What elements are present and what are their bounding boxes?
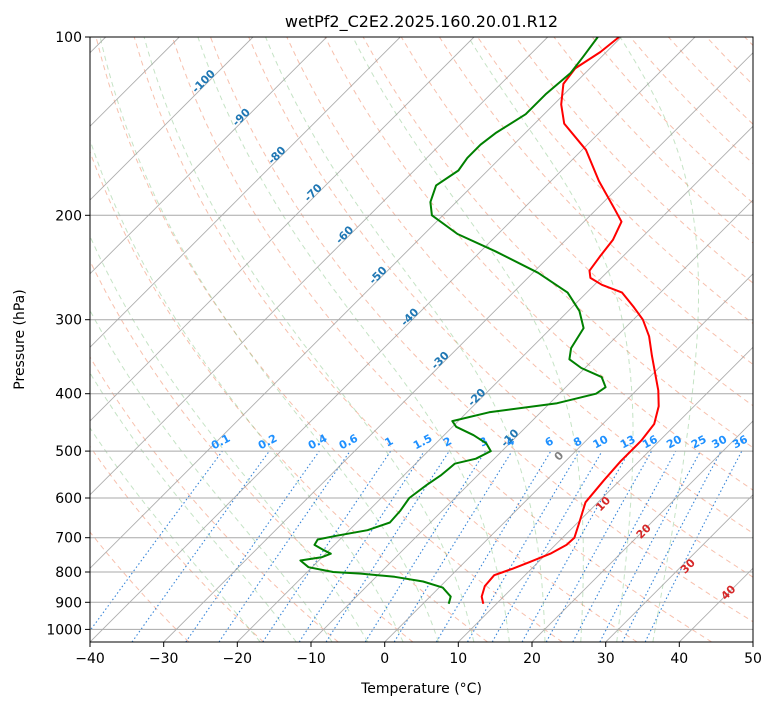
dry-adiabat-line: [248, 37, 753, 578]
dry-adiabat-line: [210, 37, 753, 623]
moist-adiabat-line: [90, 235, 369, 642]
dry-adiabat-line: [400, 37, 753, 407]
isotherm-line: [531, 420, 753, 642]
mixing-ratio-label: 20: [664, 433, 684, 452]
mixing-ratio-line: [90, 450, 223, 632]
dry-adiabat-line: [171, 37, 712, 642]
mixing-ratio-line: [131, 450, 270, 642]
dry-adiabat-line: [90, 150, 488, 642]
dry-adiabat-line: [515, 37, 753, 284]
isotherm-line: [90, 37, 328, 275]
x-tick-label: 40: [670, 651, 688, 667]
isotherm-line: [90, 37, 254, 201]
x-tick-label: −40: [75, 651, 105, 667]
mixing-ratio-line: [572, 450, 677, 642]
moist-adiabat-line: [265, 37, 546, 642]
y-tick-label: 900: [55, 595, 82, 611]
plot-area: 0.1 0.2 0.4 0.6 1 1.5 2 3 4 6 8 10 13 16 20 25 30 36-100-…: [90, 37, 753, 642]
moist-adiabat-line: [619, 37, 699, 642]
mixing-ratio-line: [325, 450, 450, 642]
x-tick-label: 20: [523, 651, 541, 667]
mixing-ratio-line: [298, 450, 425, 642]
y-tick-label: 300: [55, 313, 82, 329]
moist-adiabat-line: [99, 37, 439, 642]
mixing-ratio-label: 25: [689, 433, 709, 452]
chart-title: wetPf2_C2E2.2025.160.20.01.R12: [285, 12, 558, 32]
x-tick-label: 50: [744, 651, 762, 667]
mixing-ratio-lines: [90, 450, 743, 642]
isobars: [90, 37, 753, 630]
y-tick-label: 700: [55, 531, 82, 547]
moist-adiabat-line: [352, 37, 584, 642]
dry-adiabat-line: [90, 531, 190, 642]
mixing-ratio-line: [262, 450, 392, 642]
mixing-ratio-line: [393, 450, 513, 642]
dry-adiabat-line: [438, 37, 753, 366]
x-tick-label: 0: [380, 651, 389, 667]
isotherm-line: [605, 494, 753, 642]
isotherm-line: [163, 52, 753, 642]
y-tick-label: 400: [55, 387, 82, 403]
moist-adiabat-line: [143, 37, 475, 642]
y-axis-ticks: 100 200 300 400 500 600 700 800 900 1000: [46, 30, 90, 638]
isotherm-line: [90, 37, 696, 642]
isotherms: [90, 37, 753, 642]
dry-adiabat-line: [90, 356, 339, 642]
mixing-ratio-label: 10: [591, 433, 611, 452]
y-tick-label: 200: [55, 208, 82, 224]
isotherm-line: [236, 125, 753, 642]
moist-adiabat-line: [90, 427, 261, 642]
y-axis-label: Pressure (hPa): [12, 289, 28, 389]
isotherm-line: [90, 37, 622, 569]
y-tick-label: 100: [55, 30, 82, 46]
moist-adiabat-line: [90, 138, 404, 642]
x-tick-label: −30: [149, 651, 179, 667]
temperature-line: [480, 37, 660, 605]
x-tick-label: −10: [296, 651, 326, 667]
mixing-ratio-label: 30: [710, 433, 730, 452]
x-axis-ticks: −40 −30 −20 −10 0 10 20 30 40 50: [75, 642, 762, 667]
isotherm-line: [310, 199, 753, 642]
dry-adiabat-line: [95, 37, 563, 642]
dry-adiabat-line: [133, 37, 638, 642]
mixing-ratio-line: [644, 450, 743, 642]
profile-series: [299, 37, 660, 605]
x-tick-label: 10: [449, 651, 467, 667]
mixing-ratio-line: [218, 450, 351, 642]
dry-adiabats: [90, 37, 753, 642]
dry-adiabat-line: [90, 445, 264, 642]
mixing-ratio-label: 36: [730, 433, 750, 452]
isotherm-line: [90, 37, 475, 422]
y-tick-label: 1000: [46, 622, 82, 638]
y-tick-label: 500: [55, 444, 82, 460]
y-tick-label: 800: [55, 565, 82, 581]
dewpoint-line: [299, 37, 607, 605]
mixing-ratio-line: [545, 450, 653, 642]
isotherm-line: [384, 273, 753, 642]
isotherm-line: [90, 37, 549, 496]
isotherm-line: [457, 346, 753, 642]
moist-adiabat-line: [90, 371, 297, 642]
mixing-ratio-line: [185, 450, 320, 642]
x-axis-label: Temperature (°C): [360, 681, 482, 697]
x-tick-label: 30: [597, 651, 615, 667]
isotherm-line: [90, 37, 401, 348]
x-tick-label: −20: [223, 651, 253, 667]
mixing-ratio-label: 13: [618, 433, 638, 452]
mixing-ratio-line: [521, 450, 630, 642]
y-tick-label: 600: [55, 491, 82, 507]
plot-frame: [89, 36, 754, 643]
